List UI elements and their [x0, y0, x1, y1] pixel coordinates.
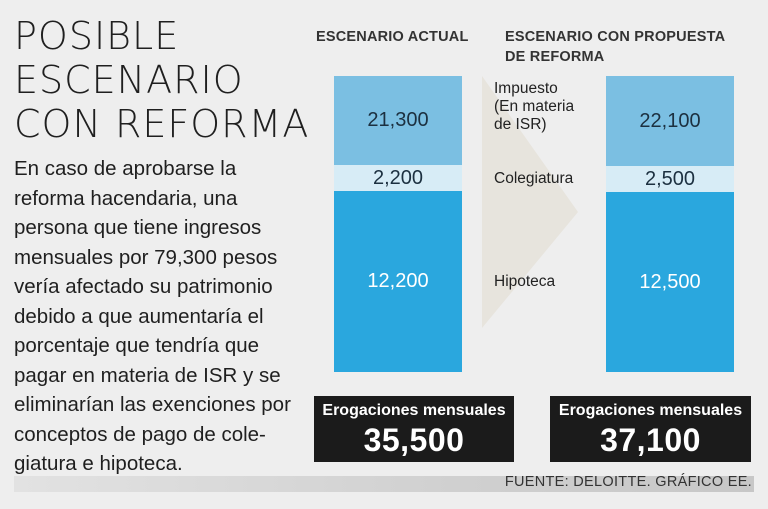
total-label: Erogaciones mensuales: [322, 402, 506, 419]
bar-segment-hipoteca-current: 12,200: [334, 191, 462, 372]
title-line-2: ESCENARIO: [14, 58, 244, 102]
segment-label-isr-line-1: Impuesto: [494, 80, 558, 97]
header-reform-line-2: DE REFORMA: [505, 49, 605, 65]
bar-segment-isr-current: 21,300: [334, 76, 462, 165]
header-current-scenario: ESCENARIO ACTUAL: [316, 29, 469, 45]
segment-label-isr-line-2: (En materia: [494, 98, 575, 115]
stacked-bar-current: 21,300 2,200 12,200: [334, 76, 462, 372]
description-text: En caso de aprobarse la reforma hacendar…: [14, 157, 291, 475]
value-label: 2,500: [644, 167, 696, 190]
chart-title: POSIBLE ESCENARIO CON REFORMA: [14, 14, 309, 146]
value-label: 22,100: [639, 109, 701, 132]
transition-arrow-icon: [482, 76, 578, 328]
stacked-bar-reform: 22,100 2,500 12,500: [606, 76, 734, 372]
value-label: 21,300: [367, 109, 429, 131]
bar-segment-isr-reform: 22,100: [606, 76, 734, 166]
bar-segment-colegiatura-reform: 2,500: [606, 166, 734, 192]
source-bar: [14, 476, 754, 492]
total-box-current: Erogaciones mensuales 35,500: [314, 396, 514, 462]
arrow-shape: [482, 76, 578, 328]
value-label: 12,500: [639, 270, 701, 293]
source-text: FUENTE: DELOITTE. GRÁFICO EE.: [504, 474, 752, 490]
title-line-1: POSIBLE: [14, 14, 180, 58]
total-value-current: 35,500: [363, 422, 465, 458]
segment-label-isr-line-3: de ISR): [494, 116, 547, 133]
total-label: Erogaciones mensuales: [558, 402, 743, 419]
segment-label-colegiatura: Colegiatura: [494, 170, 574, 187]
header-reform-line-1: ESCENARIO CON PROPUESTA: [505, 29, 726, 45]
bar-segment-colegiatura-current: 2,200: [334, 165, 462, 191]
total-box-reform: Erogaciones mensuales 37,100: [550, 396, 751, 462]
value-label: 2,200: [372, 166, 424, 189]
value-label: 12,200: [367, 270, 429, 292]
bar-segment-hipoteca-reform: 12,500: [606, 192, 734, 372]
header-reform-scenario: ESCENARIO CON PROPUESTA DE REFORMA: [505, 27, 745, 67]
segment-label-hipoteca: Hipoteca: [494, 273, 556, 290]
segment-label-isr: Impuesto (En materia de ISR): [494, 80, 574, 134]
title-line-3: CON REFORMA: [14, 102, 310, 146]
total-value-reform: 37,100: [600, 422, 701, 458]
